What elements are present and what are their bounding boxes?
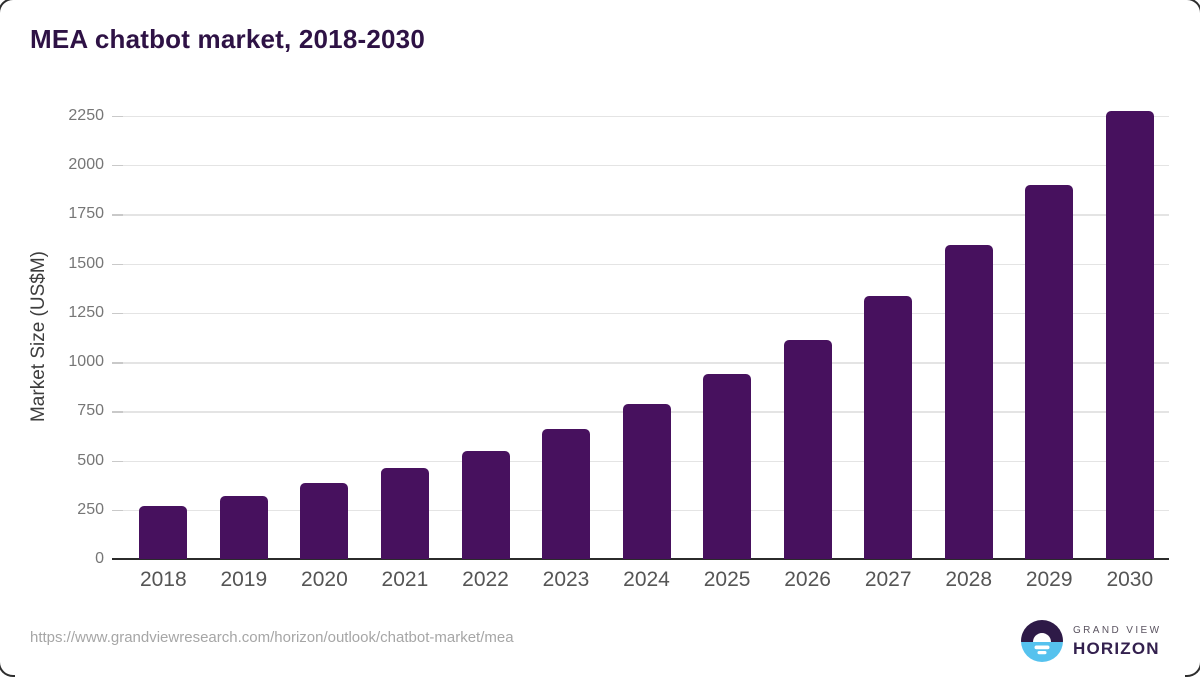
y-tick-mark-1500 xyxy=(112,263,123,265)
frame-corner-bottom-right xyxy=(1185,660,1200,677)
horizon-sun-icon xyxy=(1021,620,1063,662)
bar-2030[interactable] xyxy=(1105,110,1154,559)
y-tick-mark-2250 xyxy=(112,115,123,118)
y-axis-tick-label-500: 500 xyxy=(77,451,104,469)
y-tick-mark-1000 xyxy=(112,362,123,364)
frame-corner-bottom-left xyxy=(0,660,15,677)
y-tick-mark-500 xyxy=(112,460,123,462)
x-axis-tick-label-2022: 2022 xyxy=(462,568,509,591)
gridline-1500 xyxy=(112,263,1169,265)
grand-view-horizon-logo: GRAND VIEW HORIZON xyxy=(1021,620,1161,662)
bar-2022[interactable] xyxy=(461,451,510,559)
x-axis-tick-label-2025: 2025 xyxy=(703,568,751,591)
y-axis-tick-label-2000: 2000 xyxy=(68,155,104,173)
frame-corner-top-left xyxy=(0,0,15,15)
bar-2021[interactable] xyxy=(380,468,429,559)
x-axis-tick-label-2023: 2023 xyxy=(542,568,590,591)
gridline-1750 xyxy=(112,214,1169,216)
y-tick-mark-1750 xyxy=(112,214,123,216)
gridline-2250 xyxy=(112,115,1169,118)
bar-2026[interactable] xyxy=(783,339,832,559)
x-axis-tick-label-2028: 2028 xyxy=(945,568,993,591)
chart-title: MEA chatbot market, 2018-2030 xyxy=(30,24,426,54)
source-url: https://www.grandviewresearch.com/horizo… xyxy=(30,629,514,646)
y-axis-tick-label-750: 750 xyxy=(77,402,104,420)
bar-2027[interactable] xyxy=(864,295,913,559)
y-axis-tick-labels: 0 250 500 750 1000 1250 1500 1750 2000 2250 xyxy=(0,95,104,567)
bar-2020[interactable] xyxy=(300,482,349,559)
x-axis-tick-label-2019: 2019 xyxy=(220,568,268,591)
gridline-1000 xyxy=(112,362,1169,364)
y-axis-tick-label-1250: 1250 xyxy=(68,303,104,321)
bar-2019[interactable] xyxy=(219,496,268,559)
bar-chart-plot-area xyxy=(112,95,1169,560)
y-tick-mark-750 xyxy=(112,411,123,413)
bar-2025[interactable] xyxy=(703,373,752,559)
y-axis-tick-label-2250: 2250 xyxy=(68,106,104,124)
y-axis-tick-label-1000: 1000 xyxy=(68,353,104,370)
gridline-1250 xyxy=(112,312,1169,315)
logo-text-horizon: HORIZON xyxy=(1073,638,1160,658)
y-tick-mark-2000 xyxy=(112,164,123,167)
bar-2024[interactable] xyxy=(622,403,671,559)
bar-2028[interactable] xyxy=(944,244,993,559)
gridline-2000 xyxy=(112,164,1169,167)
x-axis-tick-labels: 2018 2019 2020 2021 2022 2023 2024 2025 2026 2027… xyxy=(112,568,1169,598)
x-axis-tick-label-2026: 2026 xyxy=(784,568,831,591)
bar-2018[interactable] xyxy=(139,505,188,559)
bar-2023[interactable] xyxy=(542,429,590,559)
x-axis-tick-label-2021: 2021 xyxy=(381,568,429,591)
y-axis-tick-label-250: 250 xyxy=(77,500,104,518)
x-axis-tick-label-2029: 2029 xyxy=(1025,568,1073,591)
y-axis-tick-label-1750: 1750 xyxy=(68,205,104,223)
logo-text-grand-view: GRAND VIEW xyxy=(1073,624,1162,636)
y-tick-mark-250 xyxy=(112,509,123,512)
y-axis-tick-label-0: 0 xyxy=(95,550,104,567)
x-axis-tick-label-2027: 2027 xyxy=(864,568,912,591)
frame-corner-top-right xyxy=(1185,0,1200,15)
x-axis-tick-label-2018: 2018 xyxy=(139,568,187,591)
bar-2029[interactable] xyxy=(1025,185,1074,559)
x-axis-tick-label-2020: 2020 xyxy=(301,568,348,591)
x-axis-tick-label-2024: 2024 xyxy=(623,568,670,591)
y-axis-tick-label-1500: 1500 xyxy=(68,254,104,272)
x-axis-line xyxy=(112,558,1169,560)
y-tick-mark-1250 xyxy=(112,312,123,315)
x-axis-tick-label-2030: 2030 xyxy=(1106,568,1154,591)
